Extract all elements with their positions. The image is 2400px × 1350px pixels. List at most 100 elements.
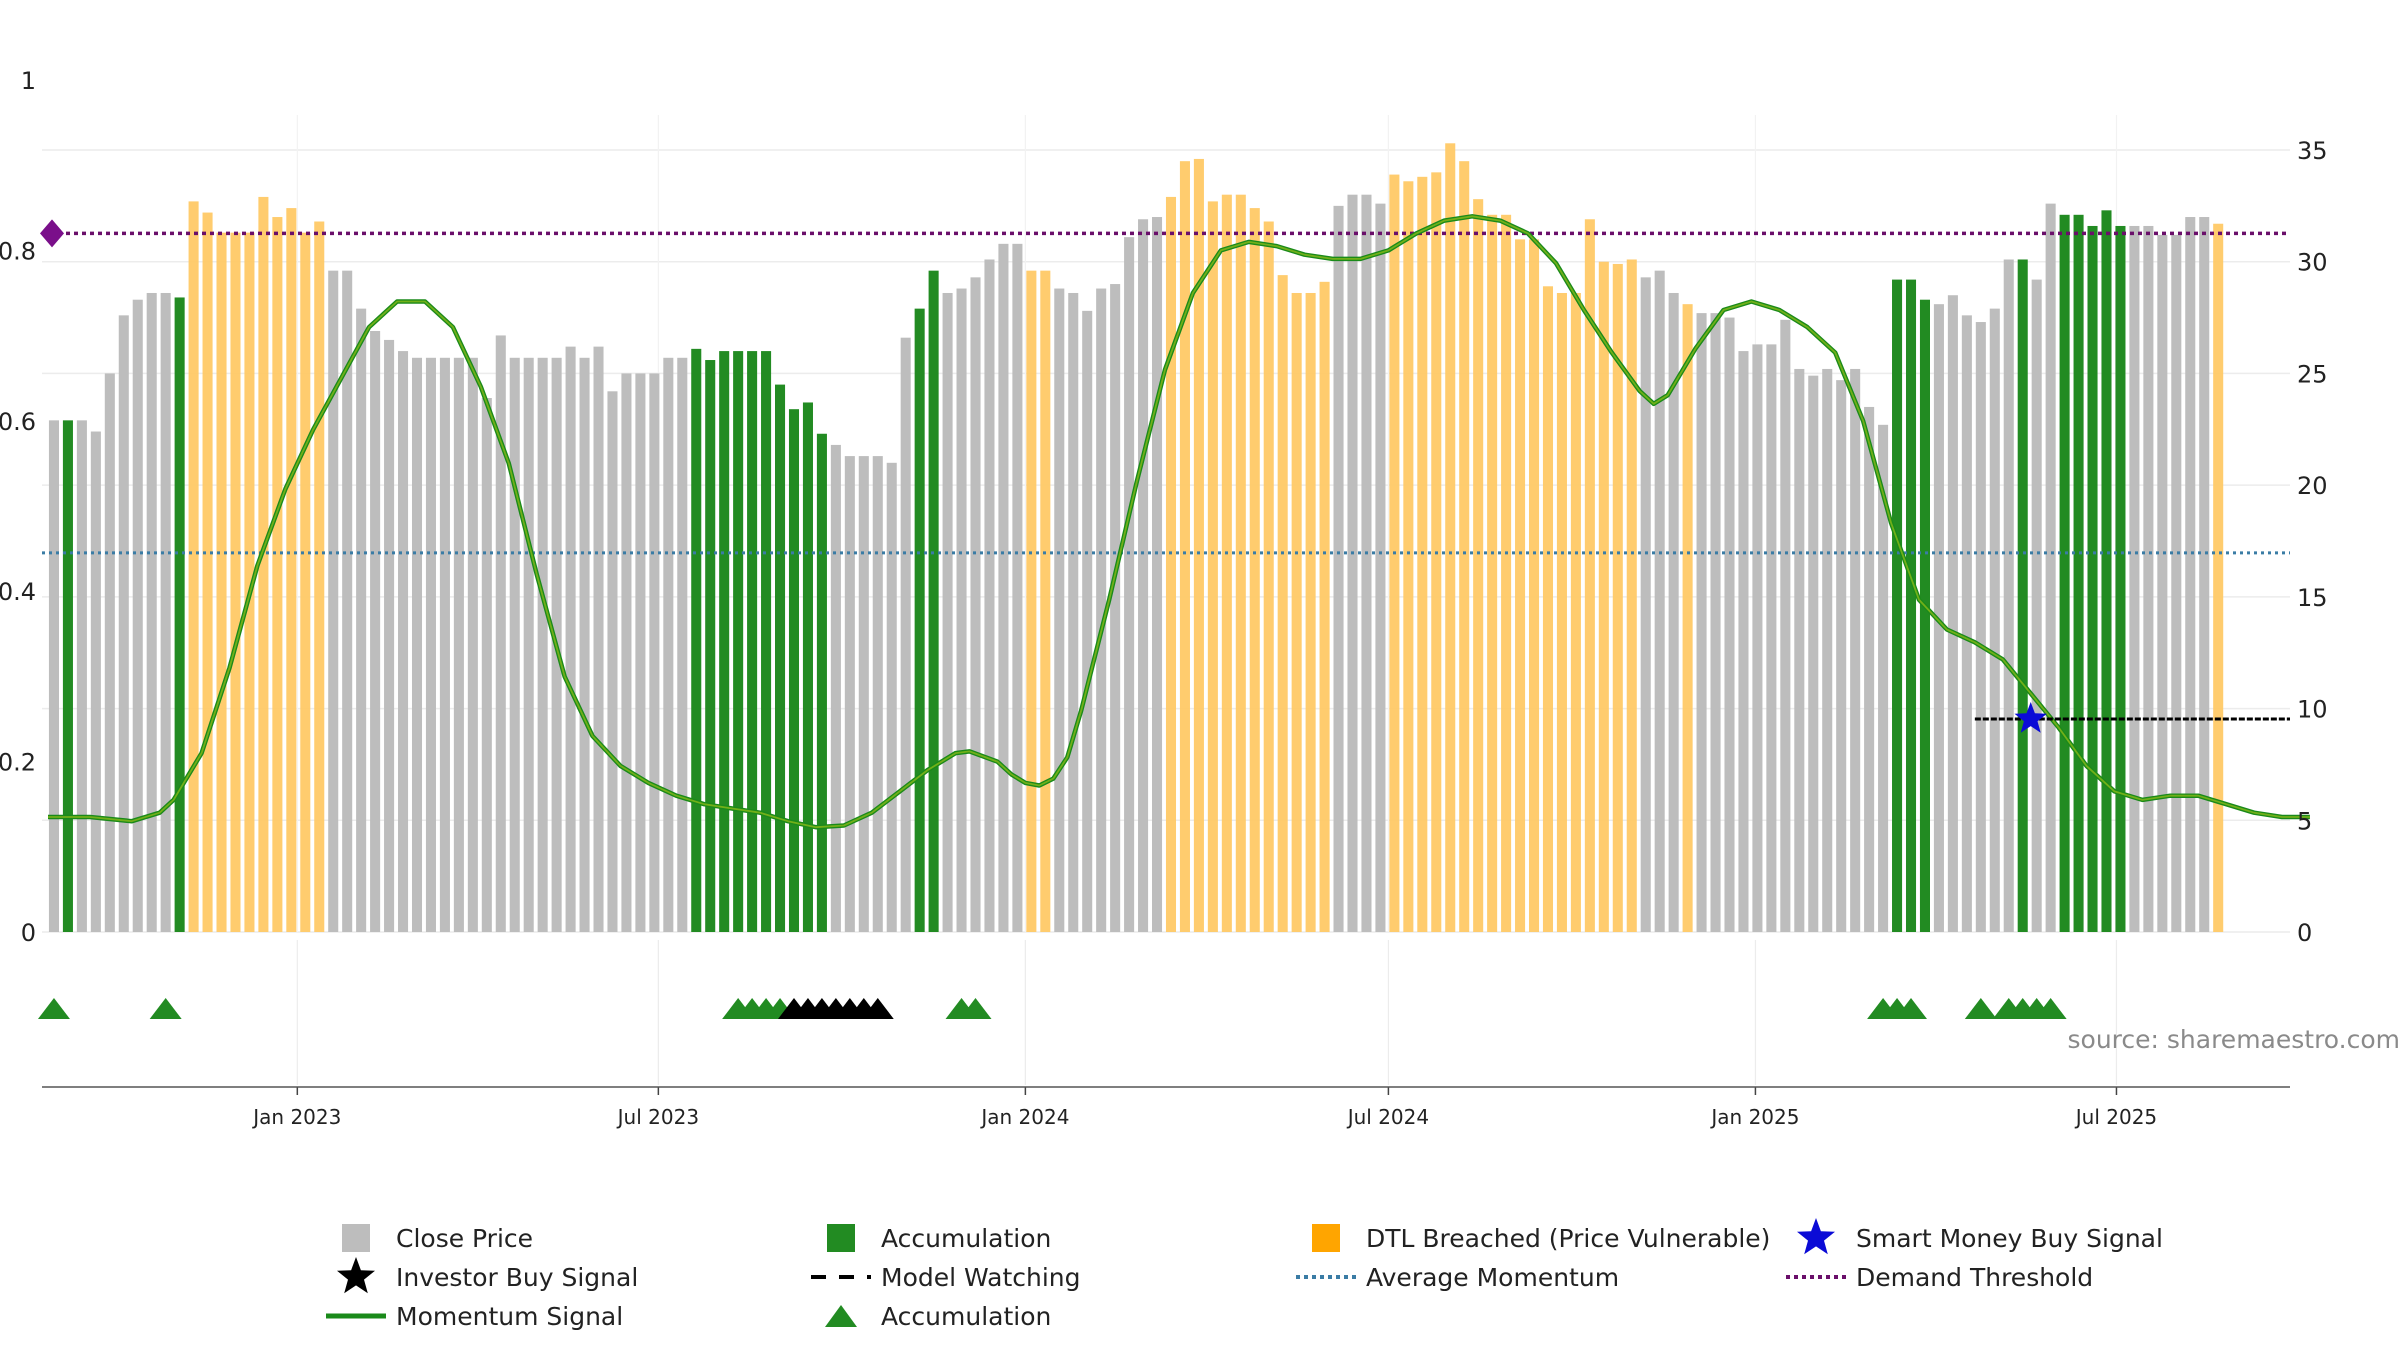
close-price-bar <box>1068 292 1079 933</box>
accumulation-triangle <box>149 998 182 1019</box>
dtl-breached-bar <box>1026 270 1037 932</box>
dtl-breached-bar <box>1263 221 1274 933</box>
close-price-bar <box>1780 319 1791 932</box>
dtl-breached-bar <box>1249 208 1260 932</box>
dtl-breached-bar <box>1165 196 1177 933</box>
right-axis-tick-label: 5 <box>2297 807 2312 835</box>
left-axis-tick-label: 0.4 <box>0 578 36 606</box>
close-price-bar <box>607 391 618 932</box>
accumulation-triangle <box>1964 998 1997 1019</box>
close-price-bar <box>1766 344 1777 933</box>
close-price-bar <box>48 420 59 932</box>
accumulation-triangle <box>37 998 70 1019</box>
close-price-bar <box>523 357 534 932</box>
momentum-line <box>48 214 2310 830</box>
dtl-breached-bar <box>230 232 241 932</box>
close-price-bar <box>1822 368 1833 933</box>
dtl-breached-bar <box>1445 143 1456 933</box>
accumulation-bar <box>691 348 702 932</box>
close-price-bar <box>872 456 883 932</box>
close-price-bar <box>398 351 409 933</box>
dtl-breached-bar <box>1682 304 1693 932</box>
dtl-breached-bar <box>1277 275 1288 932</box>
accumulation-bar <box>914 308 925 932</box>
close-price-bar <box>858 456 869 932</box>
accumulation-bar <box>2059 214 2070 932</box>
close-price-bar <box>1333 205 1344 932</box>
legend-swatch <box>827 1224 855 1252</box>
close-price-bar <box>663 357 674 932</box>
accumulation-bar <box>2087 225 2098 933</box>
right-axis-tick-label: 30 <box>2297 249 2328 277</box>
close-price-bar <box>2045 203 2056 932</box>
momentum-signal-highlight <box>48 215 2310 829</box>
left-axis-tick-label: 1 <box>21 67 36 95</box>
close-price-bar <box>1347 194 1358 932</box>
close-price-bar <box>425 357 436 932</box>
close-price-bar <box>90 431 101 932</box>
close-price-bar <box>635 373 646 932</box>
close-price-bar <box>467 357 478 932</box>
close-price-bar <box>1710 313 1721 932</box>
smart-money-buy-signal-marker <box>2014 702 2047 733</box>
price-bars <box>48 143 2224 933</box>
dtl-breached-bar <box>1570 292 1581 933</box>
dtl-breached-bar <box>1542 286 1554 932</box>
close-price-bar <box>1878 424 1889 932</box>
close-price-bar <box>1696 313 1707 932</box>
close-price-bar <box>1096 288 1107 932</box>
close-price-bar <box>2003 259 2014 933</box>
accumulation-triangle <box>1895 998 1928 1019</box>
close-price-bar <box>830 444 841 932</box>
right-axis-tick-label: 15 <box>2297 584 2328 612</box>
accumulation-bar <box>62 420 73 932</box>
dtl-breached-bar <box>1179 161 1190 932</box>
close-price-bar <box>1124 237 1135 932</box>
close-price-bar <box>1975 322 1986 932</box>
dtl-breached-bar <box>300 232 311 932</box>
close-price-bar <box>104 373 115 932</box>
dtl-breached-bar <box>244 232 255 932</box>
close-price-bar <box>1752 344 1763 933</box>
accumulation-bar <box>174 297 185 932</box>
right-axis-tick-label: 20 <box>2297 472 2328 500</box>
legend-label: Average Momentum <box>1366 1263 1619 1292</box>
dtl-breached-bar <box>1626 259 1637 933</box>
accumulation-triangle <box>2034 998 2067 1019</box>
close-price-bar <box>984 259 995 933</box>
dtl-breached-bar <box>1417 176 1428 933</box>
dtl-breached-bar <box>1207 201 1218 933</box>
signal-markers <box>1974 702 2290 733</box>
accumulation-bar <box>733 351 744 933</box>
x-axis-tick-label: Jan 2025 <box>1709 1105 1799 1129</box>
legend-label: Accumulation <box>881 1302 1051 1331</box>
dtl-breached-bar <box>202 212 213 932</box>
accumulation-strip <box>37 998 2067 1019</box>
close-price-bar <box>593 346 604 932</box>
close-price-bar <box>1738 351 1749 933</box>
accumulation-bar <box>2115 225 2126 933</box>
accumulation-bar <box>747 351 758 933</box>
legend-label: Investor Buy Signal <box>396 1263 638 1292</box>
x-axis-tick-label: Jul 2023 <box>616 1105 699 1129</box>
dtl-breached-bar <box>272 217 283 932</box>
close-price-bar <box>970 277 981 933</box>
close-price-bar <box>1110 284 1121 932</box>
dtl-breached-bar <box>1040 270 1051 932</box>
dtl-breached-bar <box>1193 158 1204 933</box>
legend-triangle <box>825 1305 857 1327</box>
accumulation-bar <box>1919 299 1931 932</box>
legend-label: Smart Money Buy Signal <box>1856 1224 2163 1253</box>
close-price-bar <box>1640 277 1651 933</box>
close-price-bar <box>509 357 520 932</box>
close-price-bar <box>160 292 171 933</box>
close-price-bar <box>1961 315 1972 932</box>
dtl-breached-bar <box>2213 223 2224 932</box>
x-axis-tick-label: Jul 2024 <box>1346 1105 1429 1129</box>
close-price-bar <box>565 346 576 932</box>
legend-label: Demand Threshold <box>1856 1263 2093 1292</box>
close-price-bar <box>2157 234 2168 933</box>
x-axis-tick-label: Jul 2025 <box>2074 1105 2157 1129</box>
legend-star <box>337 1257 375 1294</box>
close-price-bar <box>2129 225 2140 933</box>
